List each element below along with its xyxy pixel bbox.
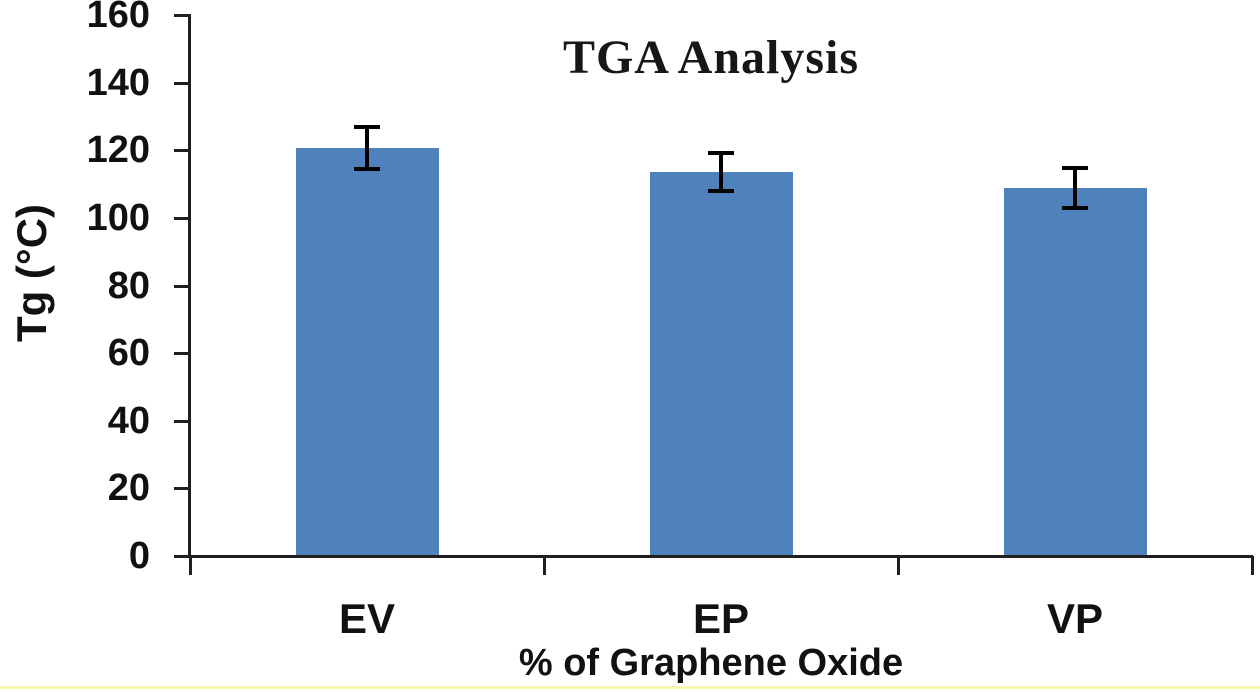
y-axis-tick: [174, 419, 190, 423]
bar-VP: [1003, 187, 1147, 555]
bottom-accent-line: [0, 686, 1260, 689]
x-tick-label-EP: EP: [692, 595, 750, 642]
y-axis-tick: [174, 149, 190, 153]
y-axis-tick: [174, 14, 190, 17]
y-tick-label-100: 100: [86, 196, 150, 239]
y-axis-tick: [174, 284, 190, 288]
error-bar-line-EP: [719, 152, 723, 191]
y-axis-tick: [174, 81, 190, 85]
x-axis-tick: [543, 556, 546, 575]
chart-title: TGA Analysis: [562, 31, 860, 84]
x-axis-line: [188, 555, 1253, 558]
y-axis-tick: [174, 487, 190, 491]
y-axis-tick: [174, 555, 190, 558]
y-tick-label-60: 60: [107, 332, 150, 375]
y-tick-label-40: 40: [107, 399, 150, 442]
error-bar-cap-top-VP: [1062, 165, 1088, 170]
error-bar-line-VP: [1073, 167, 1077, 208]
y-axis-tick: [174, 216, 190, 220]
x-axis-title: % of Graphene Oxide: [518, 642, 904, 684]
y-tick-label-140: 140: [86, 61, 150, 104]
x-axis-tick: [189, 556, 192, 575]
x-axis-tick: [897, 556, 900, 575]
y-axis-tick: [174, 352, 190, 356]
error-bar-cap-bottom-EV: [354, 167, 380, 172]
error-bar-cap-bottom-VP: [1062, 205, 1088, 210]
y-tick-label-80: 80: [107, 264, 150, 307]
x-tick-label-VP: VP: [1046, 595, 1104, 642]
bar-EP: [649, 171, 793, 555]
bar-EV: [295, 147, 439, 555]
error-bar-line-EV: [365, 126, 369, 170]
error-bar-cap-bottom-EP: [708, 188, 734, 193]
y-tick-label-120: 120: [86, 129, 150, 172]
y-tick-label-160: 160: [86, 0, 150, 36]
y-tick-label-0: 0: [128, 535, 150, 577]
y-tick-label-20: 20: [107, 467, 150, 510]
error-bar-cap-top-EV: [354, 124, 380, 129]
error-bar-cap-top-EP: [708, 150, 734, 155]
x-tick-label-EV: EV: [338, 595, 396, 642]
x-axis-tick: [1251, 556, 1254, 575]
